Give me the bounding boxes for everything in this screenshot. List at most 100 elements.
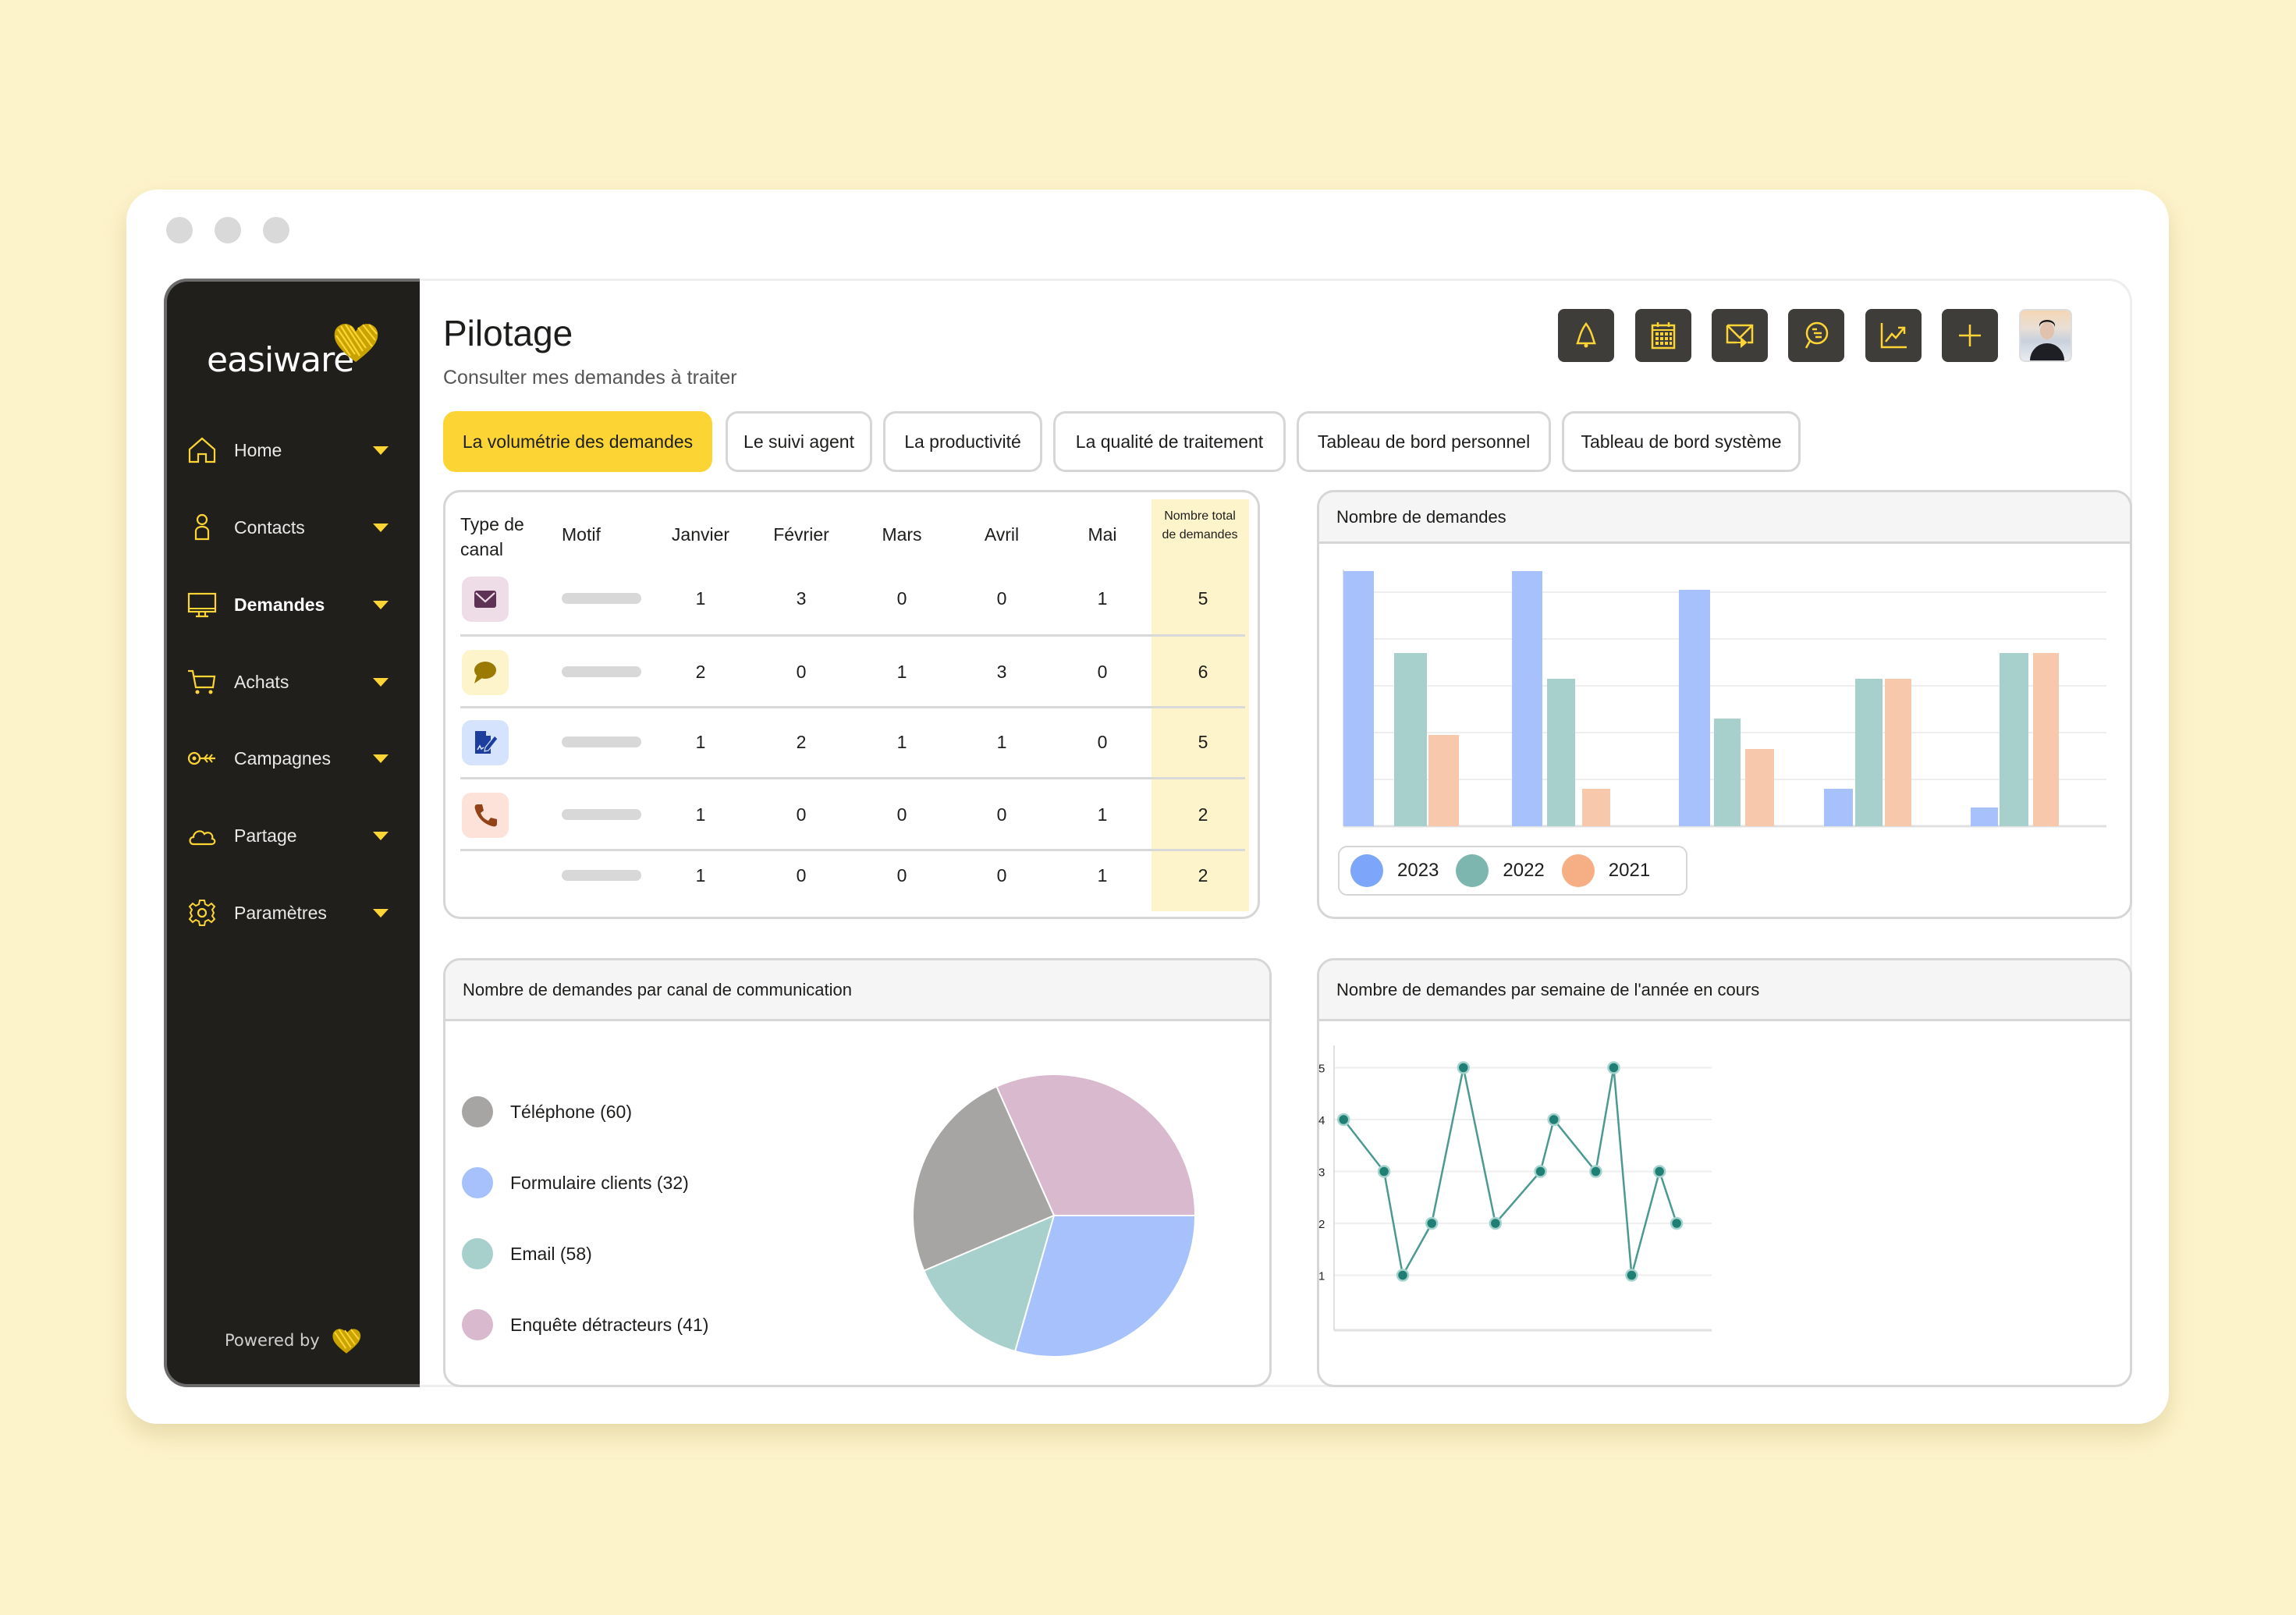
sidebar-item-parametres[interactable]: Paramètres [186,889,396,936]
table-cell: 2 [796,732,807,752]
tab-3[interactable]: La productivité [883,411,1042,472]
table-cell: 1 [1097,588,1108,609]
table-cell: 3 [996,662,1007,682]
row-divider [460,777,1245,779]
legend-label: 2022 [1503,860,1545,881]
line-point[interactable] [1625,1269,1638,1282]
window-dot-maximize[interactable] [263,217,289,243]
sidebar-item-demandes[interactable]: Demandes [186,581,396,628]
bar-chart [1343,570,2106,828]
chevron-down-icon[interactable] [373,754,389,763]
table-cell-total: 5 [1198,732,1208,752]
mail-button[interactable] [1712,309,1768,362]
chevron-down-icon[interactable] [373,831,389,840]
chevron-down-icon[interactable] [373,908,389,918]
motif-placeholder [562,737,641,747]
table-cell-total: 2 [1198,804,1208,825]
legend-label: Email (58) [510,1243,592,1264]
tab-5[interactable]: Tableau de bord personnel [1297,411,1551,472]
line-point[interactable] [1425,1216,1439,1230]
bar-2021-1 [1428,735,1459,826]
legend-label: Enquête détracteurs (41) [510,1314,709,1335]
pie-legend-item[interactable]: Enquête détracteurs (41) [462,1309,708,1340]
window-dot-close[interactable] [166,217,193,243]
y-tick-label: 4 [1318,1114,1325,1127]
add-button[interactable] [1942,309,1998,362]
messages-button[interactable] [1788,309,1844,362]
pie-slice-formulaire-clients [1013,1215,1197,1358]
bell-icon [1576,321,1596,348]
table-cell-total: 2 [1198,865,1208,886]
mail-forward-icon [1726,324,1754,349]
legend-item-2023[interactable]: 2023 [1350,854,1439,887]
tab-6[interactable]: Tableau de bord système [1562,411,1801,472]
tab-1[interactable]: La volumétrie des demandes [443,411,712,472]
chevron-down-icon[interactable] [373,445,389,455]
notifications-button[interactable] [1558,309,1614,362]
sidebar-item-label: Campagnes [234,747,332,768]
line-point[interactable] [1670,1216,1684,1230]
column-header-month: Mai [1088,524,1117,545]
pie-legend-item[interactable]: Téléphone (60) [462,1096,632,1127]
column-header-month: Avril [984,524,1020,545]
sidebar-item-campagnes[interactable]: Campagnes [186,735,396,782]
table-cell: 0 [996,865,1007,886]
table-cell: 3 [796,588,807,609]
line-point[interactable] [1336,1113,1350,1127]
line-point[interactable] [1377,1165,1391,1178]
bar-2023-3 [1679,590,1710,826]
bar-chart-card: Nombre de demandes [1317,490,2132,919]
sidebar-item-label: Paramètres [234,902,327,923]
statistics-button[interactable] [1865,309,1922,362]
motif-placeholder [562,870,641,881]
legend-swatch [462,1309,493,1340]
legend-swatch [462,1167,493,1198]
line-point[interactable] [1396,1269,1410,1282]
bar-2022-3 [1714,719,1741,826]
pie-slice-telephone [912,1085,1056,1272]
calendar-button[interactable] [1635,309,1691,362]
pie-slice-email [923,1214,1056,1353]
motif-placeholder [562,666,641,677]
legend-item-2021[interactable]: 2021 [1561,854,1650,887]
user-avatar[interactable] [2019,309,2072,362]
y-tick-label: 1 [1318,1270,1325,1283]
table-cell: 0 [896,865,907,886]
tab-4[interactable]: La qualité de traitement [1053,411,1286,472]
y-tick-label: 2 [1318,1218,1325,1231]
pie-legend-item[interactable]: Email (58) [462,1238,592,1269]
heart-logo-icon [334,324,378,362]
window-dot-minimize[interactable] [215,217,241,243]
legend-item-2022[interactable]: 2022 [1456,854,1545,887]
motif-placeholder [562,593,641,604]
line-point[interactable] [1489,1216,1503,1230]
chevron-down-icon[interactable] [373,677,389,687]
gear-icon [187,898,217,928]
sidebar-item-home[interactable]: Home [186,427,396,474]
column-header-month: Février [773,524,829,545]
powered-by: Powered by [225,1326,362,1354]
line-point[interactable] [1457,1061,1471,1074]
easiware-logo[interactable]: easiware [207,320,386,382]
column-header-motif: Motif [562,524,601,545]
tab-2[interactable]: Le suivi agent [726,411,872,472]
sidebar-item-partage[interactable]: Partage [186,812,396,859]
table-cell: 0 [996,588,1007,609]
line-point[interactable] [1607,1061,1620,1074]
bar-2022-5 [2000,653,2028,826]
sidebar-item-achats[interactable]: Achats [186,658,396,705]
person-icon [187,513,217,542]
sidebar-item-contacts[interactable]: Contacts [186,504,396,551]
email-icon [462,577,509,622]
line-point[interactable] [1589,1165,1602,1178]
column-header-month: Janvier [671,524,730,545]
line-point[interactable] [1652,1165,1666,1178]
chevron-down-icon[interactable] [373,600,389,609]
line-point[interactable] [1547,1113,1560,1127]
table-cell: 1 [1097,804,1108,825]
chevron-down-icon[interactable] [373,523,389,532]
column-header-total: Nombre total de demandes [1162,509,1238,541]
line-point[interactable] [1534,1165,1547,1178]
pie-legend-item[interactable]: Formulaire clients (32) [462,1167,689,1198]
table-cell: 0 [1097,662,1108,682]
